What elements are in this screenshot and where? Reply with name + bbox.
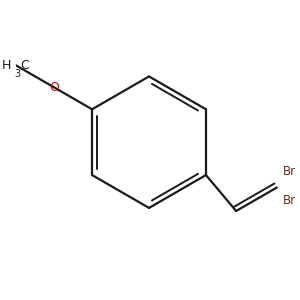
Text: 3: 3: [15, 69, 21, 80]
Text: Br: Br: [283, 165, 296, 178]
Text: O: O: [49, 81, 59, 94]
Text: Br: Br: [283, 194, 296, 207]
Text: C: C: [21, 59, 29, 72]
Text: H: H: [2, 59, 11, 72]
